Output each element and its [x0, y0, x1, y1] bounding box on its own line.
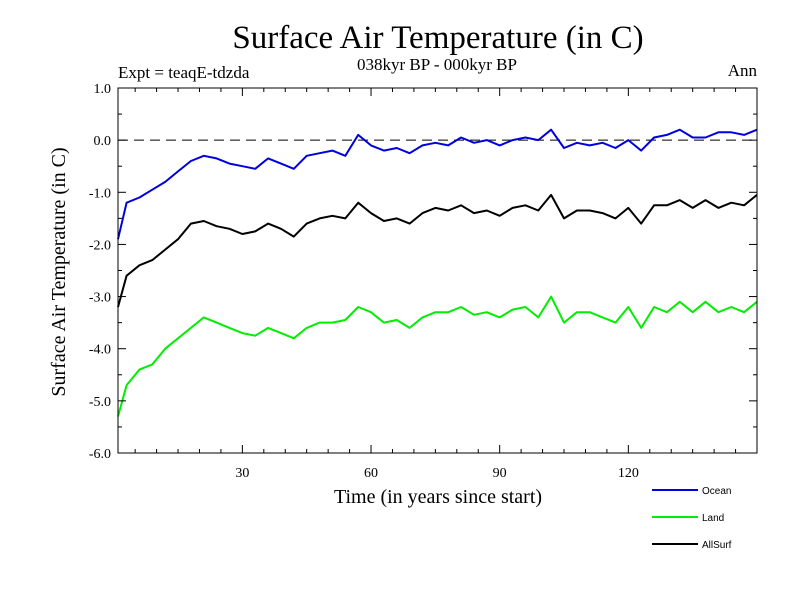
legend-label-ocean: Ocean [702, 486, 731, 497]
ticks-layer: 1.0 0.0 -1.0 -2.0 -3.0 -4.0 -5.0 -6.0 30 60 90 120 [89, 82, 757, 481]
legend: Ocean Land AllSurf [652, 486, 732, 551]
x-axis-label: Time (in years since start) [334, 486, 542, 508]
y-tick-label: -1.0 [89, 186, 111, 201]
y-tick-label: -5.0 [89, 395, 111, 410]
legend-label-land: Land [702, 513, 724, 524]
y-tick-label: 0.0 [94, 134, 112, 149]
x-tick-label: 120 [618, 466, 639, 481]
chart-title: Surface Air Temperature (in C) [232, 20, 643, 56]
series-line-allsurf [117, 193, 758, 308]
series-line-land [117, 295, 758, 417]
y-tick-label: 1.0 [94, 82, 112, 97]
series-line-ocean [117, 128, 758, 240]
y-tick-label: -2.0 [89, 238, 111, 253]
y-axis-label: Surface Air Temperature (in C) [48, 147, 70, 396]
x-tick-label: 90 [493, 466, 507, 481]
x-tick-label: 30 [235, 466, 249, 481]
y-tick-label: -6.0 [89, 447, 111, 462]
x-tick-label: 60 [364, 466, 378, 481]
y-tick-label: -4.0 [89, 343, 111, 358]
legend-label-allsurf: AllSurf [702, 540, 732, 551]
season-label: Ann [728, 61, 758, 80]
y-tick-label: -3.0 [89, 291, 111, 306]
chart-subtitle: 038kyr BP - 000kyr BP [357, 55, 517, 74]
experiment-label: Expt = teaqE-tdzda [118, 63, 250, 82]
plot-frame [117, 87, 758, 454]
series-layer [117, 128, 758, 417]
